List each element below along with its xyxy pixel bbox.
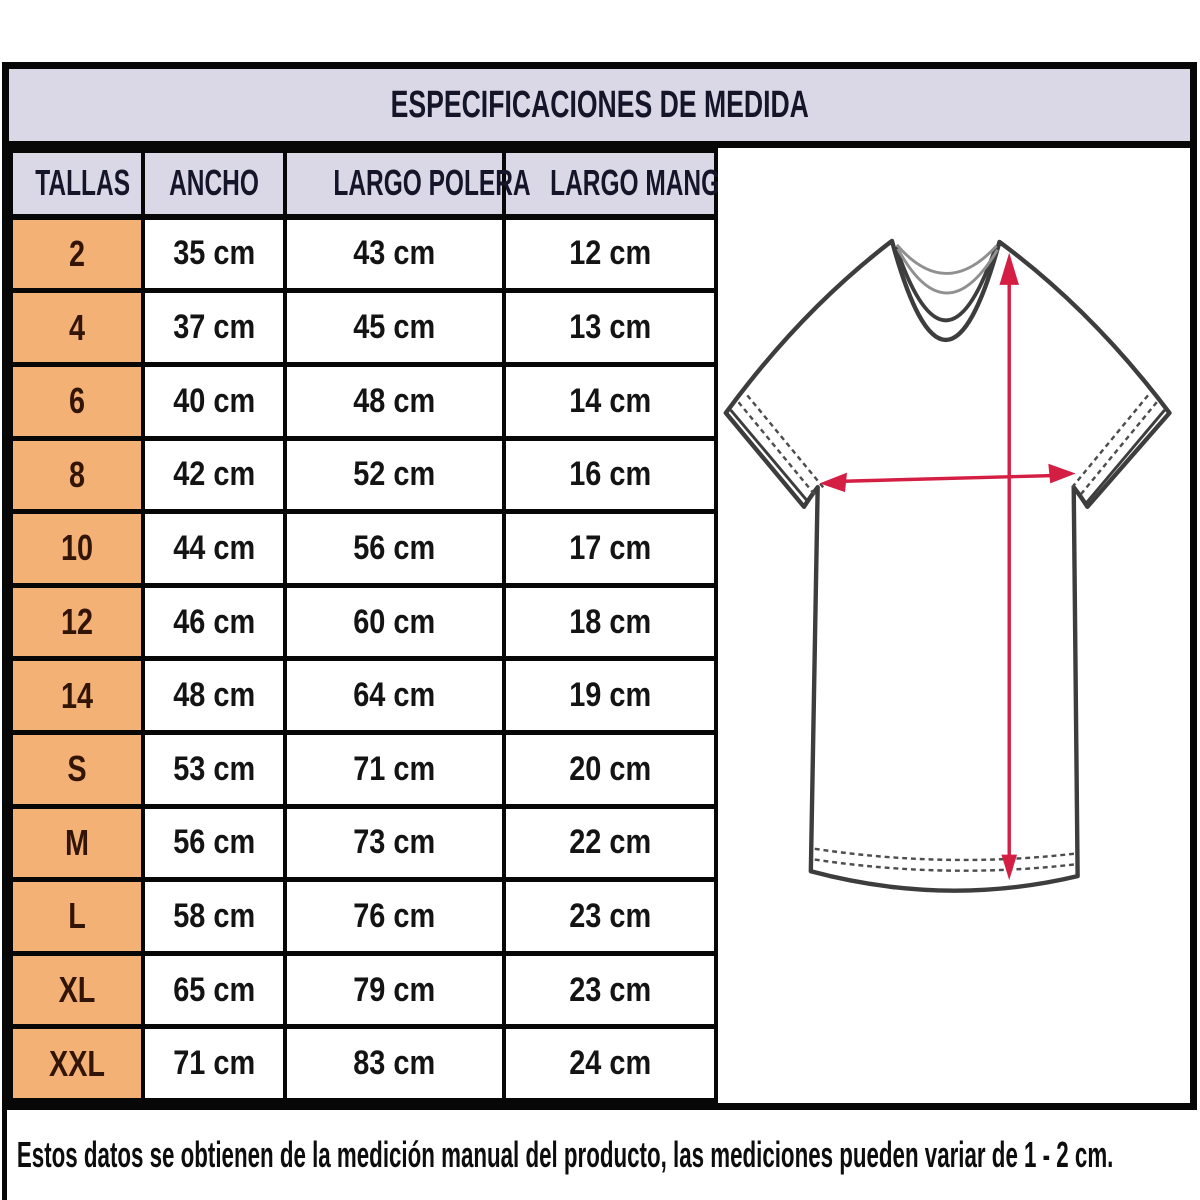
largo-manga-cell: 19 cm: [502, 656, 718, 735]
largo-manga-cell: 22 cm: [502, 803, 718, 883]
ancho-cell: 71 cm: [141, 1024, 287, 1103]
size-table-body: 2 35 cm 43 cm 12 cm 4 37 cm 45 cm 13 cm …: [9, 213, 718, 1103]
largo-manga-cell: 20 cm: [502, 729, 718, 809]
ancho-cell: 58 cm: [141, 877, 287, 956]
largo-manga-cell: 12 cm: [502, 213, 718, 294]
collar-back-line-1: [895, 243, 998, 275]
talla-cell: 4: [9, 288, 145, 367]
largo-manga-cell: 14 cm: [502, 361, 718, 441]
largo-polera-cell: 60 cm: [283, 582, 506, 662]
largo-polera-cell: 48 cm: [283, 361, 506, 441]
body-length-arrow: [999, 252, 1019, 881]
table-row: 12 46 cm 60 cm 18 cm: [9, 582, 718, 662]
size-spec-card: ESPECIFICACIONES DE MEDIDA TALLAS ANCHO …: [2, 62, 1197, 1110]
ancho-cell: 48 cm: [141, 656, 287, 735]
tshirt-outline: [723, 238, 1172, 893]
size-table-header: TALLAS ANCHO LARGO POLERA LARGO MANGA: [9, 148, 738, 220]
talla-cell: 14: [9, 656, 145, 735]
talla-cell: 10: [9, 509, 145, 588]
largo-polera-cell: 43 cm: [283, 213, 506, 294]
table-row: L 58 cm 76 cm 23 cm: [9, 877, 718, 956]
largo-manga-cell: 13 cm: [502, 288, 718, 367]
table-row: XL 65 cm 79 cm 23 cm: [9, 950, 718, 1030]
ancho-cell: 35 cm: [141, 213, 287, 294]
talla-cell: 12: [9, 582, 145, 662]
largo-polera-cell: 76 cm: [283, 877, 506, 956]
largo-polera-cell: 52 cm: [283, 435, 506, 515]
talla-cell: S: [9, 729, 145, 809]
ancho-cell: 37 cm: [141, 288, 287, 367]
table-row: 14 48 cm 64 cm 19 cm: [9, 656, 718, 735]
tshirt-panel: [718, 148, 1190, 1103]
sleeve-hem-lines: [729, 409, 1166, 504]
header-largo-polera: LARGO POLERA: [283, 148, 531, 220]
talla-cell: XXL: [9, 1024, 145, 1103]
largo-manga-cell: 17 cm: [502, 509, 718, 588]
table-row: S 53 cm 71 cm 20 cm: [9, 729, 718, 809]
header-ancho: ANCHO: [141, 148, 287, 220]
largo-polera-cell: 71 cm: [283, 729, 506, 809]
largo-polera-cell: 79 cm: [283, 950, 506, 1030]
size-table: TALLAS ANCHO LARGO POLERA LARGO MANGA 2 …: [9, 148, 738, 1103]
talla-cell: 8: [9, 435, 145, 515]
tshirt-diagram-icon: [723, 238, 1172, 893]
footer-note-bar: Estos datos se obtienen de la medición m…: [2, 1110, 1200, 1200]
stitch-lines: [737, 394, 1158, 872]
largo-manga-cell: 23 cm: [502, 877, 718, 956]
card-content: TALLAS ANCHO LARGO POLERA LARGO MANGA 2 …: [9, 148, 1190, 1103]
largo-manga-cell: 23 cm: [502, 950, 718, 1030]
table-row: 2 35 cm 43 cm 12 cm: [9, 213, 718, 294]
talla-cell: M: [9, 803, 145, 883]
largo-polera-cell: 45 cm: [283, 288, 506, 367]
largo-manga-cell: 16 cm: [502, 435, 718, 515]
header-largo-manga: LARGO MANGA: [502, 148, 738, 220]
talla-cell: XL: [9, 950, 145, 1030]
header-tallas: TALLAS: [9, 148, 145, 220]
footer-note: Estos datos se obtienen de la medición m…: [16, 1134, 1114, 1175]
chest-width-arrow: [819, 463, 1076, 493]
table-row: 4 37 cm 45 cm 13 cm: [9, 288, 718, 367]
largo-polera-cell: 56 cm: [283, 509, 506, 588]
page-title: ESPECIFICACIONES DE MEDIDA: [390, 83, 809, 126]
collar-band-line: [894, 246, 998, 323]
largo-manga-cell: 18 cm: [502, 582, 718, 662]
talla-cell: 6: [9, 361, 145, 441]
ancho-cell: 44 cm: [141, 509, 287, 588]
ancho-cell: 42 cm: [141, 435, 287, 515]
largo-polera-cell: 64 cm: [283, 656, 506, 735]
ancho-cell: 40 cm: [141, 361, 287, 441]
largo-polera-cell: 73 cm: [283, 803, 506, 883]
collar-back-line-2: [896, 248, 999, 295]
talla-cell: 2: [9, 213, 145, 294]
talla-cell: L: [9, 877, 145, 956]
table-row: M 56 cm 73 cm 22 cm: [9, 803, 718, 883]
ancho-cell: 65 cm: [141, 950, 287, 1030]
table-row: 10 44 cm 56 cm 17 cm: [9, 509, 718, 588]
header-row: TALLAS ANCHO LARGO POLERA LARGO MANGA: [9, 148, 738, 220]
table-row: 6 40 cm 48 cm 14 cm: [9, 361, 718, 441]
largo-polera-cell: 83 cm: [283, 1024, 506, 1103]
ancho-cell: 46 cm: [141, 582, 287, 662]
ancho-cell: 56 cm: [141, 803, 287, 883]
table-row: XXL 71 cm 83 cm 24 cm: [9, 1024, 718, 1103]
ancho-cell: 53 cm: [141, 729, 287, 809]
table-row: 8 42 cm 52 cm 16 cm: [9, 435, 718, 515]
largo-manga-cell: 24 cm: [502, 1024, 718, 1103]
title-bar: ESPECIFICACIONES DE MEDIDA: [9, 69, 1190, 148]
